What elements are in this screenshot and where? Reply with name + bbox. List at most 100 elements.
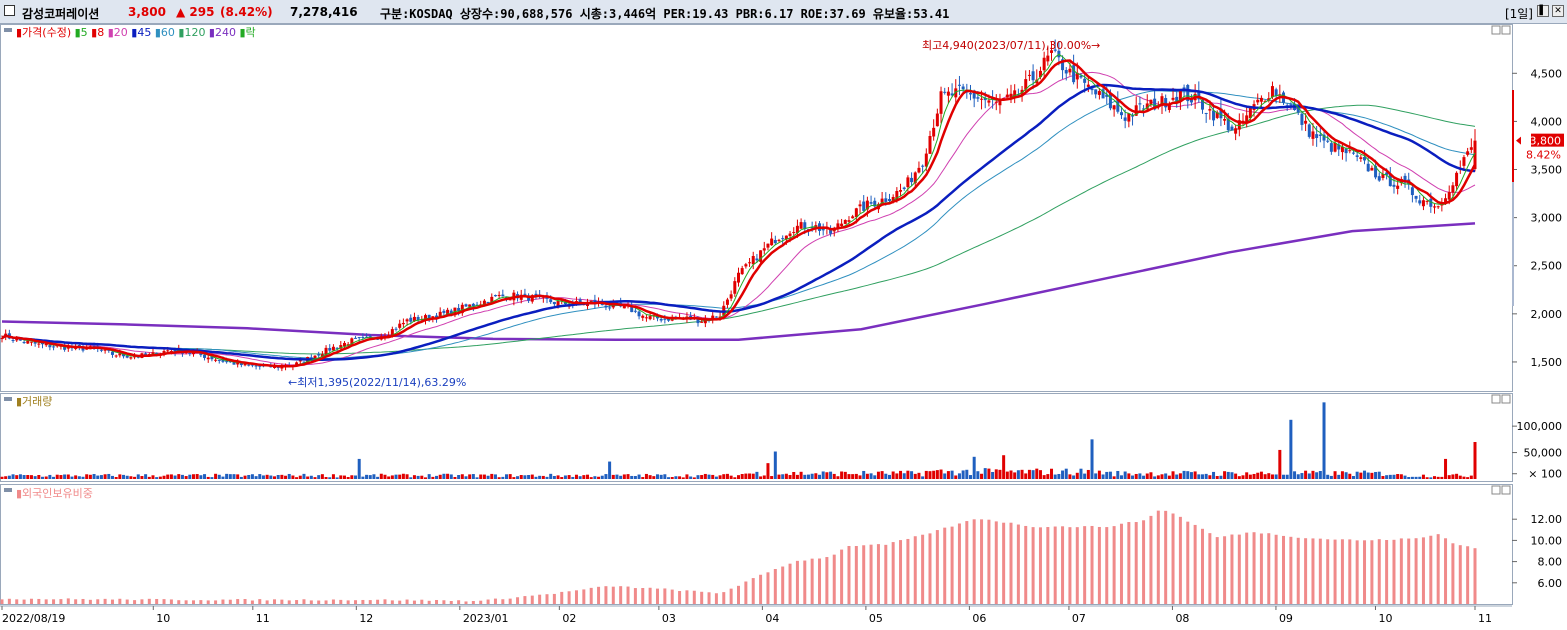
volume-bar: [788, 475, 792, 479]
foreign-bar: [1068, 527, 1072, 604]
candle: [1304, 120, 1308, 124]
candle: [151, 352, 155, 356]
candle: [203, 354, 207, 358]
volume-bar: [1432, 476, 1436, 479]
checkbox[interactable]: [4, 5, 15, 16]
candle: [409, 317, 413, 322]
foreign-bar: [1112, 526, 1116, 604]
candle: [884, 198, 888, 202]
foreign-bar: [155, 598, 159, 604]
volume-bar: [917, 472, 921, 479]
candle: [26, 340, 30, 344]
foreign-bar: [869, 544, 873, 604]
volume-bar: [446, 473, 450, 479]
volume-bar: [55, 474, 59, 479]
foreign-bar: [700, 591, 704, 604]
candle: [1160, 96, 1164, 107]
volume-bar: [1307, 473, 1311, 479]
volume-bar: [247, 474, 251, 479]
volume-bar: [1057, 473, 1061, 479]
candle: [169, 351, 173, 353]
volume-bar: [821, 471, 825, 479]
minimize-icon[interactable]: ▌: [1537, 5, 1549, 17]
candle: [412, 316, 416, 322]
period-selector[interactable]: [1일]: [1504, 7, 1533, 21]
candle: [1171, 97, 1175, 100]
candle: [1363, 156, 1367, 161]
candle: [1119, 112, 1123, 116]
volume-bar: [711, 474, 715, 479]
foreign-bar: [891, 542, 895, 604]
trade-volume: 7,278,416: [290, 5, 358, 19]
candle: [1072, 65, 1076, 83]
volume-bar: [77, 476, 81, 479]
foreign-bar: [162, 599, 166, 604]
volume-bar: [110, 475, 114, 479]
foreign-bar: [280, 599, 284, 604]
foreign-bar: [1061, 526, 1065, 604]
pane-handle-icon: [4, 397, 12, 401]
volume-bar: [644, 473, 648, 479]
volume-bar: [409, 477, 413, 479]
volume-bar: [1388, 474, 1392, 479]
candle: [980, 98, 984, 100]
volume-bar: [254, 476, 258, 479]
candle: [247, 364, 251, 366]
volume-bar: [1013, 472, 1017, 479]
candle: [497, 294, 501, 296]
candle: [943, 91, 947, 93]
foreign-bar: [199, 600, 203, 604]
volume-bar: [420, 475, 424, 479]
foreign-bar: [420, 599, 424, 604]
close-icon[interactable]: ✕: [1552, 5, 1564, 17]
volume-bar: [1458, 475, 1462, 479]
foreign-bar: [714, 593, 718, 604]
volume-bar: [825, 472, 829, 479]
volume-bar: [1278, 449, 1282, 479]
volume-bar: [331, 474, 335, 479]
volume-bar: [777, 474, 781, 479]
volume-bar: [59, 475, 63, 479]
candle: [847, 220, 851, 222]
foreign-bar: [744, 581, 748, 604]
volume-bar: [129, 476, 133, 479]
candle: [744, 264, 748, 267]
stock-info: 구분:KOSDAQ 상장수:90,688,576 시총:3,446억 PER:1…: [380, 7, 950, 21]
volume-bar: [1355, 471, 1359, 479]
volume-bar: [379, 473, 383, 479]
volume-bar: [1094, 473, 1098, 479]
foreign-bar: [412, 600, 416, 604]
volume-bar: [1377, 471, 1381, 479]
volume-bar: [1189, 472, 1193, 479]
candle: [887, 199, 891, 202]
volume-bar: [1153, 476, 1157, 479]
candle: [921, 165, 925, 167]
candle: [1027, 74, 1031, 76]
foreign-bar: [1429, 535, 1433, 604]
volume-bar: [144, 474, 148, 479]
candle: [913, 172, 917, 184]
candle: [52, 346, 56, 348]
volume-bar: [873, 475, 877, 479]
candle: [1182, 87, 1186, 89]
volume-bar: [1447, 475, 1451, 479]
volume-bar: [1425, 477, 1429, 479]
foreign-bar: [516, 597, 520, 604]
volume-bar: [1466, 477, 1470, 479]
volume-bar: [983, 468, 987, 479]
candle: [788, 233, 792, 237]
foreign-bar: [273, 599, 277, 604]
foreign-bar: [1200, 528, 1204, 604]
candle: [700, 321, 704, 323]
x-tick-label: 02: [562, 612, 576, 625]
x-tick-label: 05: [869, 612, 883, 625]
volume-bar: [44, 476, 48, 479]
volume-bar: [806, 474, 810, 479]
volume-bar: [1267, 473, 1271, 479]
volume-bar: [810, 473, 814, 479]
volume-bar: [33, 476, 37, 479]
volume-bar: [545, 476, 549, 479]
foreign-bar: [405, 599, 409, 604]
candle: [1469, 147, 1473, 150]
volume-bar: [622, 474, 626, 479]
